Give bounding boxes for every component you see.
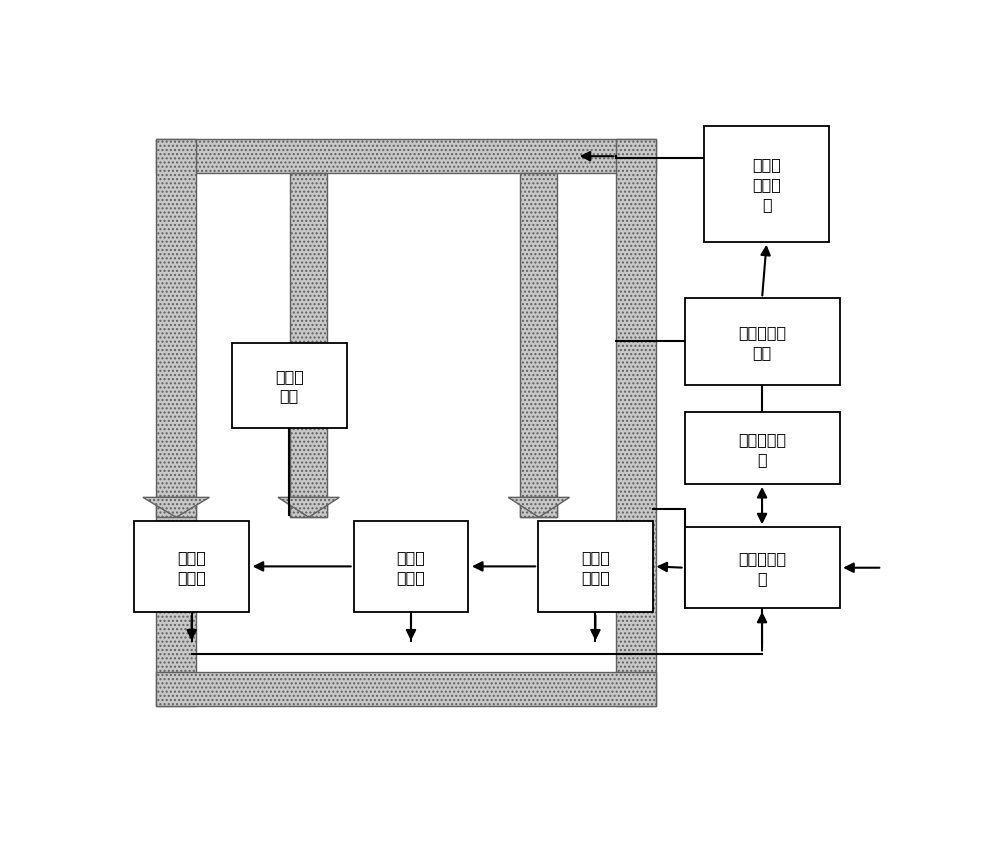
Bar: [520, 498, 557, 517]
Bar: [327, 174, 520, 517]
Text: 太阳能供电
模块: 太阳能供电 模块: [738, 325, 786, 359]
Text: 无线传输模
块: 无线传输模 块: [738, 551, 786, 585]
Bar: [704, 127, 829, 243]
Bar: [685, 528, 840, 609]
Bar: [196, 174, 616, 672]
Bar: [232, 344, 347, 428]
Polygon shape: [143, 498, 209, 517]
Text: 排水监
测装置: 排水监 测装置: [397, 549, 425, 584]
Text: 远程监控平
台: 远程监控平 台: [738, 431, 786, 466]
Text: 排水监
测装置: 排水监 测装置: [581, 549, 610, 584]
Bar: [156, 672, 656, 707]
Bar: [616, 139, 656, 707]
Bar: [538, 521, 653, 612]
Bar: [134, 521, 249, 612]
Text: 排水监
测装置: 排水监 测装置: [177, 549, 206, 584]
Bar: [156, 139, 656, 174]
Bar: [354, 521, 468, 612]
Bar: [290, 498, 327, 517]
Bar: [685, 413, 840, 485]
Bar: [196, 174, 290, 517]
Bar: [156, 498, 196, 517]
Polygon shape: [278, 498, 339, 517]
Polygon shape: [508, 498, 570, 517]
Bar: [685, 299, 840, 385]
Bar: [557, 174, 616, 517]
Text: 雨量监
测器: 雨量监 测器: [275, 369, 304, 403]
Bar: [156, 139, 196, 707]
Bar: [290, 174, 327, 517]
Text: 第一水
量传感
器: 第一水 量传感 器: [752, 158, 781, 212]
Bar: [520, 174, 557, 517]
